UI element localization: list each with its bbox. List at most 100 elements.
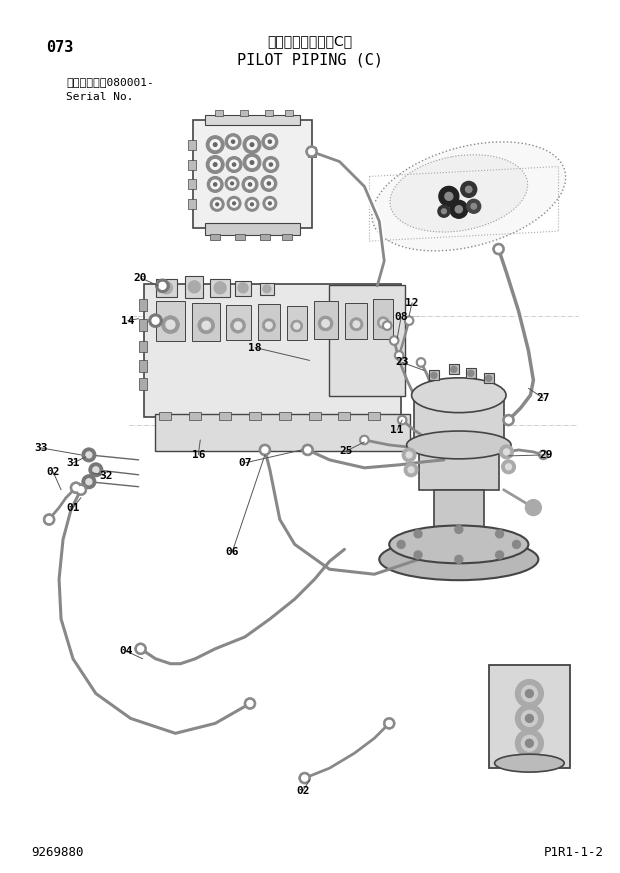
Circle shape: [408, 467, 414, 473]
Circle shape: [404, 463, 418, 477]
Circle shape: [455, 206, 463, 213]
Text: 04: 04: [119, 646, 133, 656]
Circle shape: [450, 200, 467, 218]
Circle shape: [262, 447, 268, 453]
Circle shape: [385, 323, 390, 328]
Text: 23: 23: [396, 357, 409, 368]
Text: 08: 08: [394, 312, 408, 321]
Circle shape: [213, 143, 217, 147]
Text: 16: 16: [192, 450, 205, 460]
Text: 27: 27: [536, 393, 550, 403]
Text: 29: 29: [539, 450, 553, 460]
Bar: [249, 412, 261, 420]
Circle shape: [231, 318, 246, 333]
Circle shape: [245, 197, 259, 211]
Circle shape: [227, 196, 241, 210]
Text: Serial No.: Serial No.: [66, 92, 133, 102]
Circle shape: [269, 163, 272, 166]
Circle shape: [228, 180, 236, 187]
Circle shape: [225, 134, 241, 149]
Circle shape: [322, 320, 329, 327]
Circle shape: [400, 417, 405, 423]
Bar: [189, 412, 202, 420]
Circle shape: [73, 485, 79, 491]
Bar: [309, 412, 321, 420]
Bar: [205, 223, 299, 235]
Circle shape: [262, 319, 275, 332]
Circle shape: [513, 540, 520, 548]
Circle shape: [515, 729, 543, 757]
Bar: [139, 319, 146, 331]
Ellipse shape: [390, 155, 528, 232]
Circle shape: [242, 176, 258, 192]
Circle shape: [229, 137, 237, 146]
Circle shape: [263, 196, 277, 210]
Circle shape: [161, 316, 179, 333]
Circle shape: [70, 482, 82, 493]
Circle shape: [149, 313, 162, 327]
FancyBboxPatch shape: [329, 285, 405, 396]
Circle shape: [525, 714, 533, 722]
Circle shape: [262, 134, 278, 149]
Bar: [139, 378, 146, 390]
Circle shape: [268, 140, 272, 143]
Circle shape: [495, 551, 503, 559]
Circle shape: [515, 705, 543, 732]
Circle shape: [268, 202, 272, 204]
Circle shape: [86, 452, 92, 457]
Text: 073: 073: [46, 40, 74, 55]
Ellipse shape: [407, 431, 511, 459]
Circle shape: [404, 316, 414, 326]
Text: 9269880: 9269880: [31, 846, 84, 859]
Ellipse shape: [372, 142, 565, 251]
Circle shape: [135, 643, 146, 655]
Bar: [219, 412, 231, 420]
Circle shape: [380, 320, 386, 326]
Ellipse shape: [379, 539, 538, 581]
Bar: [215, 110, 223, 116]
Bar: [419, 445, 498, 490]
Circle shape: [309, 148, 314, 155]
Ellipse shape: [412, 378, 506, 413]
Circle shape: [75, 484, 87, 496]
Text: 18: 18: [248, 342, 262, 353]
Circle shape: [82, 448, 96, 462]
Circle shape: [302, 444, 314, 456]
Circle shape: [266, 200, 273, 207]
Bar: [235, 234, 245, 240]
Circle shape: [306, 146, 317, 157]
Circle shape: [503, 449, 510, 455]
Circle shape: [82, 475, 96, 489]
Circle shape: [302, 775, 308, 781]
Circle shape: [397, 540, 405, 548]
Circle shape: [445, 192, 453, 200]
Ellipse shape: [389, 526, 528, 563]
Circle shape: [397, 416, 407, 425]
Bar: [265, 110, 273, 116]
Circle shape: [250, 203, 254, 206]
Bar: [314, 301, 339, 339]
Bar: [434, 490, 484, 545]
Text: 12: 12: [405, 298, 419, 308]
Bar: [373, 299, 393, 339]
Text: 02: 02: [46, 467, 60, 477]
Bar: [188, 140, 197, 149]
Circle shape: [210, 140, 220, 149]
Circle shape: [246, 180, 254, 189]
Text: 07: 07: [238, 457, 252, 468]
Circle shape: [362, 437, 367, 443]
Circle shape: [243, 154, 261, 171]
Circle shape: [383, 718, 395, 729]
Circle shape: [304, 447, 311, 453]
Circle shape: [161, 282, 172, 294]
Bar: [188, 160, 197, 169]
Ellipse shape: [495, 754, 564, 772]
Circle shape: [232, 163, 236, 166]
Circle shape: [495, 246, 502, 252]
Bar: [345, 303, 367, 339]
Text: 11: 11: [391, 425, 404, 435]
Circle shape: [461, 182, 477, 197]
Bar: [139, 340, 146, 353]
Circle shape: [451, 367, 457, 373]
Circle shape: [247, 700, 253, 706]
